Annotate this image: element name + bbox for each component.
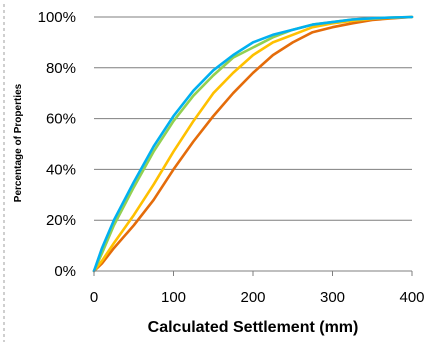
x-tick-label: 0 [90, 289, 98, 306]
gridlines [94, 16, 412, 221]
x-tick-label: 300 [320, 289, 345, 306]
y-tick-label: 60% [46, 111, 76, 128]
series-line-3 [92, 15, 414, 273]
x-tick-label: 200 [240, 289, 265, 306]
y-tick-label: 20% [46, 212, 76, 229]
x-tick-labels: 0 100 200 300 400 [90, 289, 425, 306]
y-tick-label: 80% [46, 60, 76, 77]
x-axis-title: Calculated Settlement (mm) [148, 319, 359, 336]
y-tick-label: 40% [46, 161, 76, 178]
x-tick-label: 400 [399, 289, 424, 306]
y-axis-title: Percentage of Properties [13, 83, 24, 202]
axes [93, 270, 413, 276]
y-tick-labels: 0% 20% 40% 60% 80% 100% [38, 9, 76, 280]
series-line-1 [92, 15, 414, 273]
series-lines [92, 15, 414, 273]
x-tick-label: 100 [161, 289, 186, 306]
series-line-4 [92, 15, 414, 273]
y-tick-label: 100% [38, 9, 76, 26]
y-tick-label: 0% [54, 263, 76, 280]
